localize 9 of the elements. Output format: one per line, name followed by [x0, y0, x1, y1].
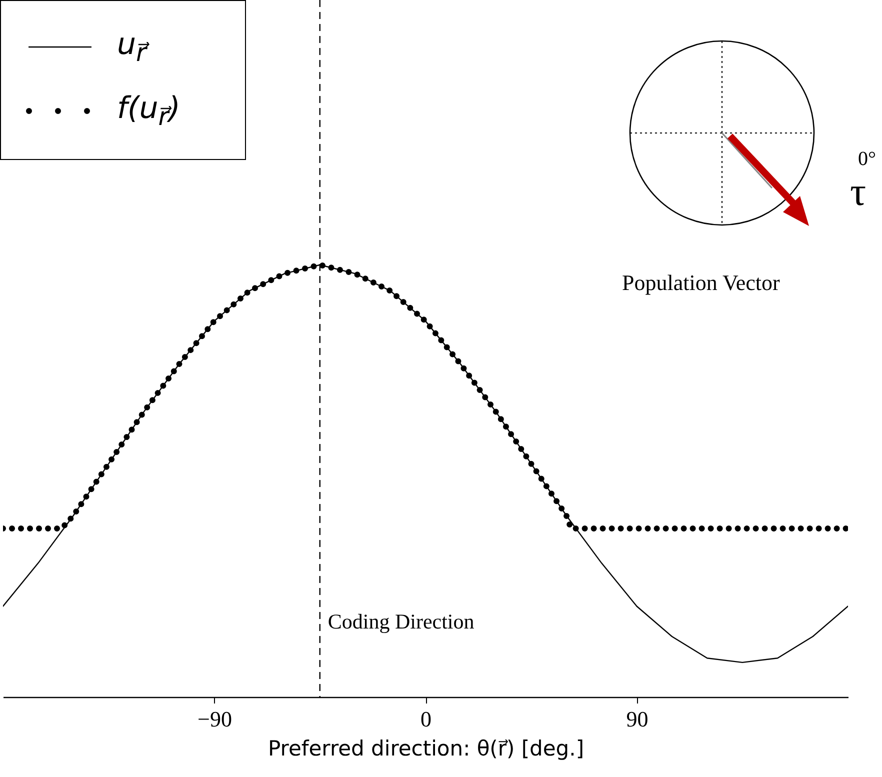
ref-line-label: Coding Direction [328, 609, 475, 634]
x-tick-label: 0 [420, 706, 432, 732]
x-tick-label: −90 [198, 706, 232, 732]
x-tick-label: 90 [626, 706, 648, 732]
annotation: Population Vector [622, 270, 780, 296]
x-axis-title: Preferred direction: θ(r⃗) [deg.] [268, 736, 584, 760]
text: 0° [858, 148, 876, 171]
text: τ [850, 168, 866, 215]
legend-label: f(u$_{r⃗}$) [117, 91, 180, 131]
